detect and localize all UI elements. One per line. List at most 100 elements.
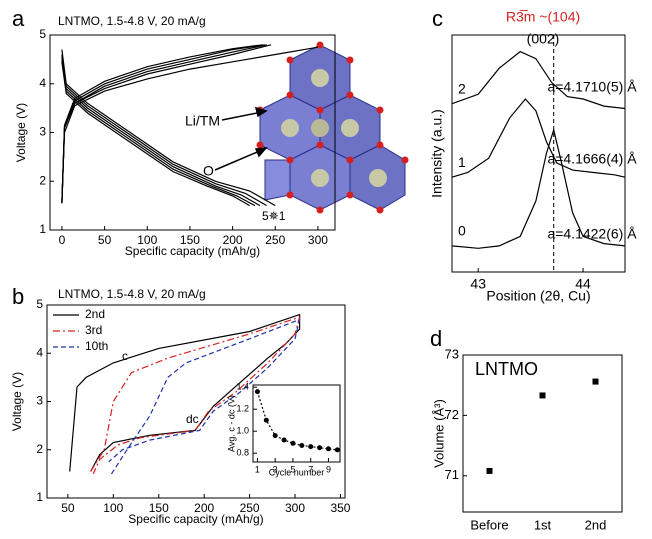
panel: 71 72 73 Before 1st 2nd Volume (Å³) d LNTMO — [430, 326, 623, 532]
y-tick-label: 1 — [39, 222, 46, 236]
y-tick-label: 73 — [445, 346, 459, 361]
y-tick-label: 0.8 — [236, 448, 249, 458]
x-tick-label: 200 — [223, 233, 243, 247]
series-line — [69, 313, 301, 472]
y-tick-label: 3 — [36, 394, 43, 408]
series-line — [256, 391, 338, 451]
annotation: c — [122, 349, 128, 363]
y-tick-label: 72 — [445, 407, 459, 422]
x-tick-label: 250 — [265, 233, 285, 247]
panel-letter: d — [430, 326, 442, 351]
legend-label: 3rd — [85, 323, 102, 337]
point — [539, 392, 546, 399]
series-line — [61, 54, 267, 207]
x-tick-label: 150 — [149, 501, 169, 515]
x-axis-label: Specific capacity (mAh/g) — [128, 512, 263, 526]
x-tick-label: 300 — [285, 501, 305, 515]
x-axis-label: Position (2θ, Cu) — [486, 288, 590, 304]
chart-subtitle: (002) — [527, 31, 560, 47]
arrows — [214, 106, 268, 171]
y-tick-label: 1.4 — [236, 382, 249, 392]
y-tick-label: 2 — [36, 442, 43, 456]
series-line — [451, 127, 626, 249]
x-axis-label: Specific capacity (mAh/g) — [125, 244, 260, 258]
y-tick-label: 1 — [36, 490, 43, 504]
annotation: Li/TM — [185, 113, 220, 129]
y-axis-label: Volume (Å³) — [431, 399, 446, 468]
series-line — [61, 44, 266, 204]
marker — [334, 447, 340, 453]
x-tick-label: 1 — [255, 464, 260, 474]
x-tick-label: 5 — [290, 464, 295, 474]
series-line — [61, 61, 250, 207]
series-line — [61, 44, 263, 204]
x-tick-label: 1st — [534, 517, 552, 532]
y-tick-label: 1.2 — [236, 404, 249, 414]
x-tick-label: 100 — [137, 233, 157, 247]
series-line — [61, 44, 272, 204]
x-tick-label: 7 — [308, 464, 313, 474]
y-tick-label: 5 — [36, 297, 43, 311]
x-tick-label: 3 — [273, 464, 278, 474]
annotation: dc — [186, 412, 199, 426]
x-tick-label: 200 — [194, 501, 214, 515]
panel-letter: b — [12, 284, 24, 309]
marker — [272, 433, 278, 439]
marker — [290, 440, 296, 446]
series-line — [451, 98, 626, 178]
x-tick-label: 44 — [575, 275, 591, 291]
marker — [325, 446, 331, 452]
x-tick-label: 350 — [330, 501, 350, 515]
series-line — [61, 49, 276, 207]
y-axis-label: Voltage (V) — [10, 372, 24, 431]
annotation: a=4.1666(4) Å — [547, 151, 637, 167]
y-tick-label: 4 — [36, 345, 43, 359]
series-line — [108, 318, 301, 475]
y-tick-label: 3 — [39, 125, 46, 139]
x-tick-label: 0 — [59, 233, 66, 247]
series-line — [90, 316, 301, 475]
y-axis-label: Intensity (a.u.) — [429, 109, 445, 198]
point — [592, 378, 599, 385]
annotation: 5✵1 — [262, 209, 286, 223]
panel-letter: c — [432, 6, 443, 31]
series-line — [61, 56, 261, 207]
x-axis-label: Cycle number — [269, 467, 325, 477]
chart-title: LNTMO, 1.5-4.8 V, 20 mA/g — [58, 14, 206, 28]
series-line — [61, 59, 256, 207]
series-line — [61, 44, 267, 204]
legend-label: 2nd — [85, 307, 105, 321]
x-tick-label: 9 — [326, 464, 331, 474]
annotation: O — [203, 163, 214, 179]
x-tick-label: 43 — [470, 275, 486, 291]
y-tick-label: 4 — [39, 76, 46, 90]
plot-frame — [252, 384, 341, 463]
x-tick-label: 300 — [308, 233, 328, 247]
legend-label: 10th — [85, 339, 108, 353]
panel-letter: a — [12, 6, 25, 31]
annotation: a=4.1422(6) Å — [547, 226, 637, 242]
marker — [299, 443, 305, 448]
y-axis-label: Voltage (V) — [14, 103, 28, 162]
y-axis-label: Avg. c - dc (V) — [226, 395, 236, 452]
curve-label: 1 — [458, 154, 466, 170]
x-tick-label: 150 — [180, 233, 200, 247]
y-tick-label: 5 — [39, 27, 46, 41]
y-tick-label: 71 — [445, 467, 459, 482]
marker — [281, 437, 287, 443]
y-tick-label: 2 — [39, 173, 46, 187]
marker — [254, 389, 260, 395]
y-tick-label: 1.0 — [236, 426, 249, 436]
annotation: LNTMO — [475, 359, 538, 379]
chart-title: R3̅m ~(104) — [506, 9, 580, 25]
marker — [263, 417, 269, 423]
plot-frame — [462, 354, 623, 513]
curve-label: 2 — [458, 80, 466, 96]
x-tick-label: 100 — [103, 501, 123, 515]
x-tick-label: 2nd — [585, 517, 607, 532]
chart-title: LNTMO, 1.5-4.8 V, 20 mA/g — [58, 287, 206, 301]
